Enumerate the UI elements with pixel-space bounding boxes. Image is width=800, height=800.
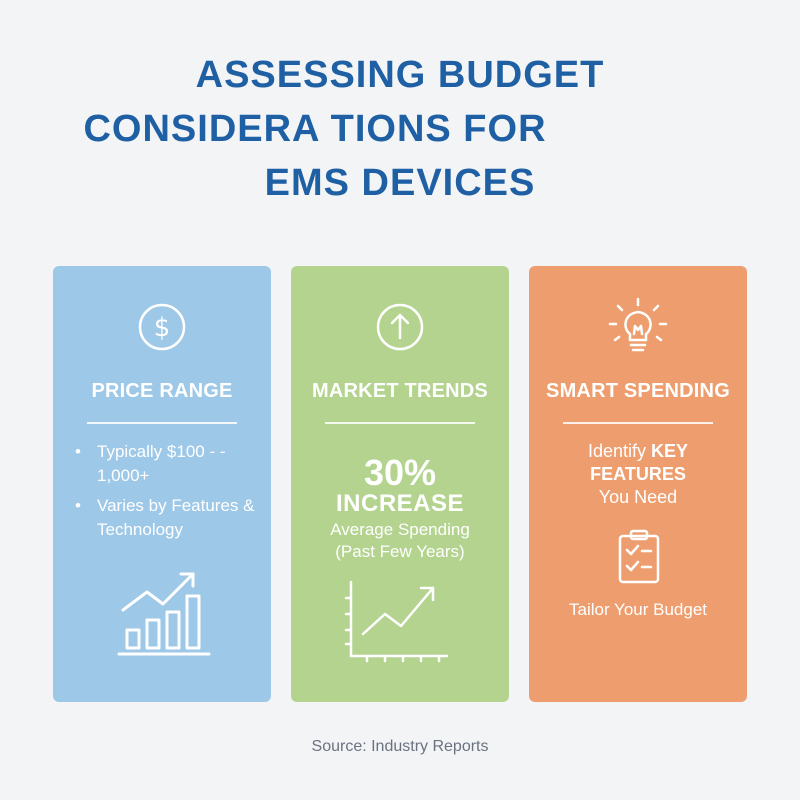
price-range-card: $ PRICE RANGE Typically $100 - - 1,000+ …: [53, 266, 271, 702]
dollar-circle-icon: $: [138, 303, 186, 351]
features-word: FEATURES: [590, 464, 686, 484]
source-note: Source: Industry Reports: [311, 738, 489, 755]
tailor-budget-text: Tailor Your Budget: [569, 600, 707, 619]
bar-chart-growth-icon: [117, 572, 211, 656]
checklist-clipboard-icon: [618, 529, 660, 584]
title-line-1: ASSESSING BUDGET: [195, 54, 605, 96]
key-word: KEY: [651, 441, 689, 461]
market-trends-card: MARKET TRENDS 30% INCREASE Average Spend…: [291, 266, 509, 702]
identify-word: Identify: [587, 441, 646, 461]
title-line-3: EMS DEVICES: [264, 162, 536, 204]
svg-text:$: $: [154, 313, 171, 343]
lightbulb-icon: [608, 297, 668, 352]
title-line-2: CONSIDERA TIONS FOR: [83, 108, 547, 150]
bullet-item: Typically $100 - - 1,000+: [73, 440, 263, 488]
price-range-bullets: Typically $100 - - 1,000+ Varies by Feat…: [73, 440, 263, 548]
bullet-item: Varies by Features & Technology: [73, 494, 263, 542]
divider: [325, 422, 475, 424]
market-trends-heading: MARKET TRENDS: [312, 380, 488, 402]
smart-spending-text: Identify KEY FEATURES You Need: [529, 440, 747, 509]
increase-label: INCREASE: [335, 490, 465, 517]
spending-caption: Average Spending (Past Few Years): [291, 519, 509, 563]
smart-spending-card: SMART SPENDING Identify KEY FEATURES You…: [529, 266, 747, 702]
line-chart-icon: [344, 580, 449, 663]
smart-text-line-1: Identify KEY: [529, 440, 747, 463]
arrow-up-circle-icon: [376, 303, 424, 351]
spending-caption-line-2: (Past Few Years): [335, 542, 465, 561]
smart-spending-heading: SMART SPENDING: [546, 380, 730, 402]
divider: [563, 422, 713, 424]
divider: [87, 422, 237, 424]
you-need-text: You Need: [598, 487, 678, 507]
price-range-heading: PRICE RANGE: [91, 380, 233, 402]
percent-value: 30%: [363, 452, 437, 493]
spending-caption-line-1: Average Spending: [330, 520, 470, 539]
page-title: ASSESSING BUDGET CONSIDERA TIONS FOR EMS…: [0, 48, 800, 210]
